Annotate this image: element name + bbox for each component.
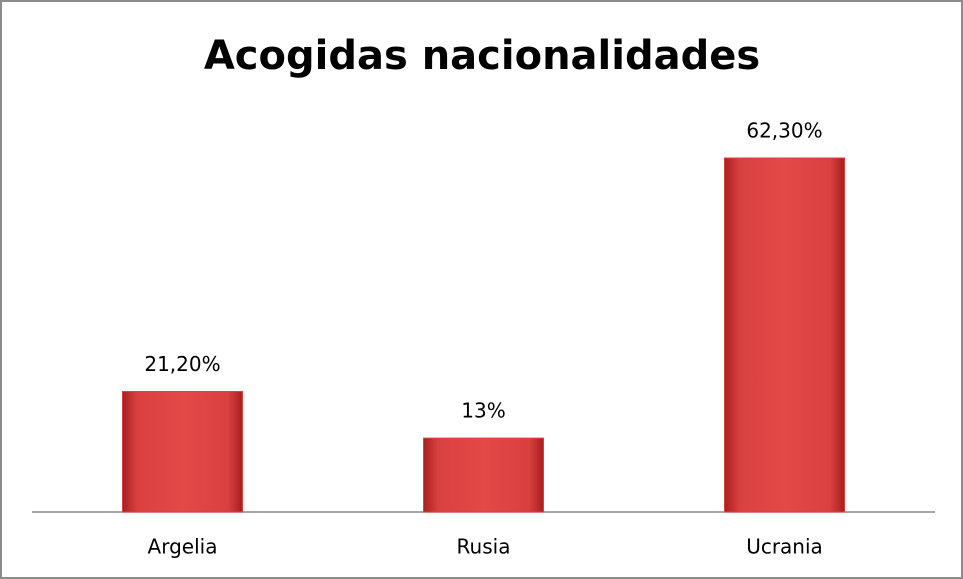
bar bbox=[724, 157, 845, 513]
bar bbox=[122, 391, 243, 513]
x-tick-label: Ucrania bbox=[746, 535, 823, 559]
bar bbox=[423, 437, 544, 513]
chart-title: Acogidas nacionalidades bbox=[204, 33, 760, 79]
data-label: 21,20% bbox=[144, 352, 220, 376]
x-tick-label: Rusia bbox=[457, 535, 511, 559]
x-tick-label: Argelia bbox=[148, 535, 218, 559]
data-label: 13% bbox=[461, 399, 505, 423]
data-label: 62,30% bbox=[746, 119, 822, 143]
